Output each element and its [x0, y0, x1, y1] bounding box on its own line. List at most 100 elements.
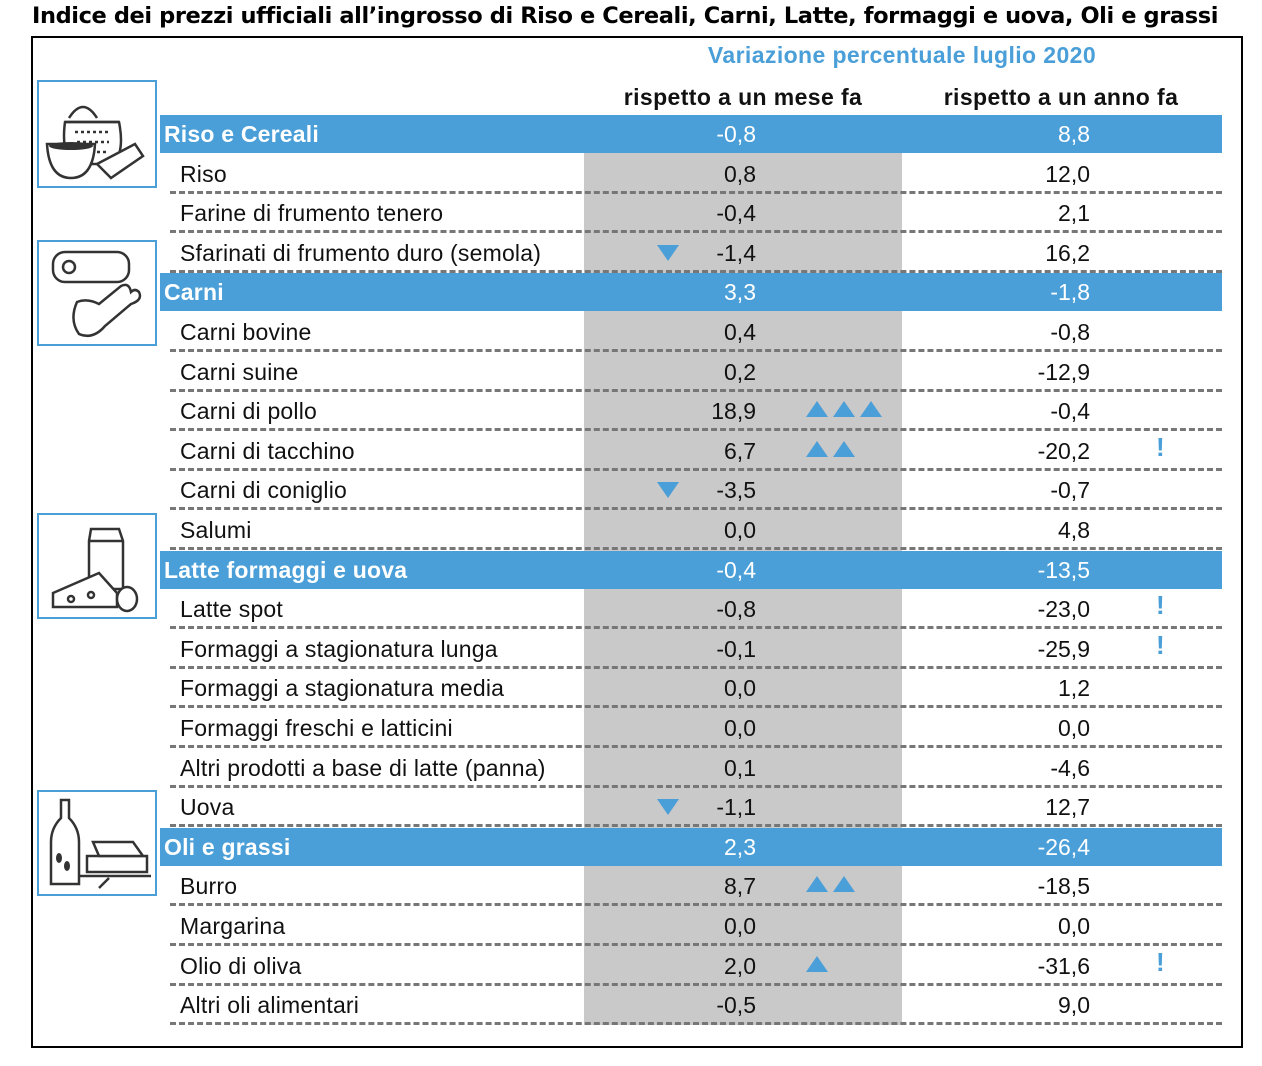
table-row: Formaggi freschi e latticini 0,0 0,0 — [160, 709, 1222, 748]
year-change-value: 2,1 — [1058, 200, 1090, 227]
warning-icon: ! — [1156, 431, 1165, 462]
year-change-value: 0,0 — [1058, 715, 1090, 741]
row-label: Carni di coniglio — [180, 477, 348, 504]
month-change-value: 0,0 — [724, 675, 756, 702]
warning-icon: ! — [1156, 629, 1165, 660]
category-row: Oli e grassi 2,3 -26,4 — [160, 827, 1222, 866]
table-row: Carni di pollo 18,9 -0,4 — [160, 392, 1222, 432]
month-change-value: 0,2 — [724, 358, 756, 385]
table-row: Salumi 0,0 4,8 — [160, 511, 1222, 550]
month-change-value: 0,8 — [724, 160, 756, 187]
down-arrow-icon — [656, 798, 680, 821]
row-label: Olio di oliva — [180, 952, 302, 979]
row-label: Uova — [180, 794, 235, 821]
year-change-value: -31,6 — [1037, 952, 1090, 979]
month-change-value: 0,0 — [724, 715, 756, 741]
table-row: Sfarinati di frumento duro (semola) -1,4 1… — [160, 234, 1222, 273]
row-label: Formaggi a stagionatura lunga — [180, 635, 498, 662]
up-arrows-icon — [805, 400, 886, 424]
year-change-value: -4,6 — [1050, 754, 1090, 781]
month-change-value: -0,4 — [716, 556, 756, 583]
year-change-value: -20,2 — [1037, 437, 1090, 464]
table-row: Altri oli alimentari -0,5 9,0 — [160, 986, 1222, 1026]
warning-icon: ! — [1156, 946, 1165, 977]
month-change-value: -0,1 — [716, 635, 756, 662]
table-row: Carni suine 0,2 -12,9 — [160, 353, 1222, 392]
year-change-value: -0,7 — [1050, 477, 1090, 504]
year-change-value: -13,5 — [1037, 556, 1090, 583]
month-change-value: 0,1 — [724, 754, 756, 781]
table-row: Margarina 0,0 0,0 — [160, 907, 1222, 946]
down-arrow-icon — [656, 244, 680, 267]
year-change-value: 4,8 — [1058, 517, 1090, 543]
month-change-value: -1,1 — [716, 794, 756, 821]
row-label: Margarina — [180, 913, 286, 939]
month-change-value: 18,9 — [711, 398, 756, 425]
up-arrows-icon — [805, 440, 859, 464]
row-label: Farine di frumento tenero — [180, 200, 444, 227]
month-change-value: -0,5 — [716, 992, 756, 1019]
year-change-value: -23,0 — [1037, 596, 1090, 623]
month-change-value: 0,4 — [724, 319, 756, 345]
header-month: rispetto a un mese fa — [623, 84, 863, 110]
table-row: Farine di frumento tenero -0,4 2,1 — [160, 194, 1222, 234]
year-change-value: -18,5 — [1037, 873, 1090, 900]
row-label: Altri oli alimentari — [180, 992, 360, 1019]
oil-butter-icon — [37, 790, 157, 896]
row-label: Sfarinati di frumento duro (semola) — [180, 239, 542, 266]
row-label: Carni di tacchino — [180, 437, 355, 464]
up-arrows-icon — [805, 955, 832, 979]
category-label: Riso e Cereali — [164, 121, 319, 147]
month-change-value: 8,7 — [724, 873, 756, 900]
table-row: Latte spot -0,8 -23,0! — [160, 590, 1222, 630]
page-title: Indice dei prezzi ufficiali all’ingrosso… — [32, 3, 1219, 29]
table-row: Riso 0,8 12,0 — [160, 155, 1222, 194]
year-change-value: 9,0 — [1058, 992, 1090, 1019]
table-row: Altri prodotti a base di latte (panna) 0,… — [160, 749, 1222, 788]
year-change-value: 12,7 — [1045, 794, 1090, 821]
year-change-value: 1,2 — [1058, 675, 1090, 702]
category-label: Oli e grassi — [164, 833, 291, 860]
month-change-value: 2,0 — [724, 952, 756, 979]
table-row: Burro 8,7 -18,5 — [160, 867, 1222, 907]
category-label: Latte formaggi e uova — [164, 556, 408, 583]
down-arrow-icon — [656, 481, 680, 504]
year-change-value: 16,2 — [1045, 239, 1090, 266]
row-label: Burro — [180, 873, 238, 900]
month-change-value: -0,4 — [716, 200, 756, 227]
year-change-value: -12,9 — [1037, 358, 1090, 385]
month-change-value: -1,4 — [716, 239, 756, 266]
table-row: Formaggi a stagionatura media 0,0 1,2 — [160, 669, 1222, 709]
table-row: Uova -1,1 12,7 — [160, 788, 1222, 828]
row-label: Altri prodotti a base di latte (panna) — [180, 754, 546, 781]
year-change-value: -26,4 — [1037, 833, 1090, 860]
row-label: Salumi — [180, 517, 252, 543]
category-label: Carni — [164, 279, 224, 306]
table-row: Carni di coniglio -3,5 -0,7 — [160, 471, 1222, 511]
category-row: Carni 3,3 -1,8 — [160, 273, 1222, 312]
year-change-value: -1,8 — [1050, 279, 1090, 306]
table-row: Carni di tacchino 6,7 -20,2! — [160, 432, 1222, 471]
row-label: Carni suine — [180, 358, 299, 385]
grain-sack-icon — [37, 80, 157, 188]
month-change-value: 2,3 — [724, 833, 756, 860]
row-label: Formaggi freschi e latticini — [180, 715, 453, 741]
header-year: rispetto a un anno fa — [943, 84, 1179, 110]
row-label: Formaggi a stagionatura media — [180, 675, 505, 702]
warning-icon: ! — [1156, 590, 1165, 621]
table-frame — [31, 36, 1243, 1048]
up-arrows-icon — [805, 875, 859, 899]
year-change-value: -0,8 — [1050, 319, 1090, 345]
table-row: Formaggi a stagionatura lunga -0,1 -25,9! — [160, 630, 1222, 669]
table-row: Olio di oliva 2,0 -31,6! — [160, 947, 1222, 986]
month-change-value: 0,0 — [724, 517, 756, 543]
month-change-value: -0,8 — [716, 596, 756, 623]
dairy-icon — [37, 513, 157, 619]
month-change-value: 6,7 — [724, 437, 756, 464]
year-change-value: 12,0 — [1045, 160, 1090, 187]
year-change-value: 0,0 — [1058, 913, 1090, 939]
year-change-value: 8,8 — [1058, 121, 1090, 147]
header-main: Variazione percentuale luglio 2020 — [707, 42, 1097, 68]
meat-icon — [37, 240, 157, 346]
month-change-value: 3,3 — [724, 279, 756, 306]
